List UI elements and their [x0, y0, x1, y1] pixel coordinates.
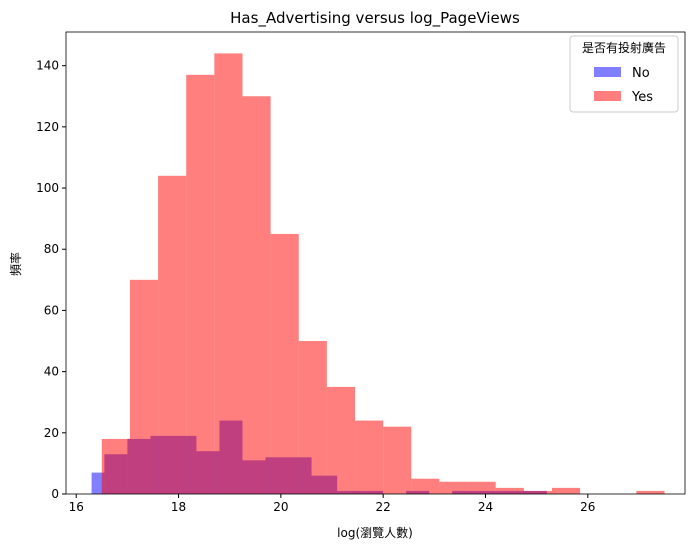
bar-yes-7: [298, 341, 327, 494]
y-tick-label: 60: [44, 303, 59, 317]
y-tick-label: 20: [44, 426, 59, 440]
bar-yes-1: [129, 279, 159, 494]
x-tick-label: 22: [376, 500, 391, 514]
y-tick-label: 40: [44, 365, 59, 379]
bar-yes-8: [326, 386, 356, 494]
y-tick-label: 80: [44, 242, 59, 256]
plot-area: [91, 53, 665, 495]
x-axis: 16 18 20 22 24 26: [69, 494, 595, 514]
x-axis-title: log(瀏覽人數): [337, 525, 413, 540]
bar-yes-15: [523, 490, 552, 494]
y-tick-label: 120: [36, 120, 59, 134]
legend: 是否有投射廣告 No Yes: [569, 35, 679, 113]
chart-title: Has_Advertising versus log_PageViews: [230, 9, 520, 28]
bar-yes-19: [636, 490, 665, 494]
bar-yes-16: [551, 487, 581, 494]
bar-yes-5: [242, 96, 271, 495]
series-yes: [101, 53, 665, 495]
x-tick-label: 26: [580, 500, 595, 514]
y-axis: 0 20 40 60 80 100 120 140: [36, 59, 66, 501]
bar-yes-12: [439, 481, 468, 494]
bar-yes-13: [467, 481, 496, 494]
legend-label-yes: Yes: [631, 90, 653, 105]
bar-yes-6: [270, 233, 299, 494]
legend-label-no: No: [632, 66, 650, 81]
x-tick-label: 24: [478, 500, 493, 514]
x-tick-label: 18: [171, 500, 186, 514]
bar-yes-11: [411, 478, 440, 494]
y-tick-label: 100: [36, 181, 59, 195]
bar-yes-9: [355, 420, 384, 494]
legend-swatch-yes: [594, 91, 621, 101]
bar-no-0: [91, 472, 105, 494]
bar-yes-14: [495, 487, 524, 494]
plot-frame: [65, 31, 686, 495]
y-tick-label: 140: [36, 59, 59, 73]
bar-yes-0: [101, 438, 130, 494]
y-axis-title: 頻率: [8, 252, 23, 276]
bar-yes-4: [214, 53, 243, 495]
bar-yes-2: [158, 175, 187, 494]
y-tick-label: 0: [51, 487, 59, 501]
legend-swatch-no: [594, 67, 621, 77]
x-tick-label: 16: [69, 500, 84, 514]
x-tick-label: 20: [273, 500, 288, 514]
bar-yes-10: [383, 426, 412, 494]
legend-title: 是否有投射廣告: [582, 40, 666, 55]
bar-yes-3: [186, 74, 215, 494]
